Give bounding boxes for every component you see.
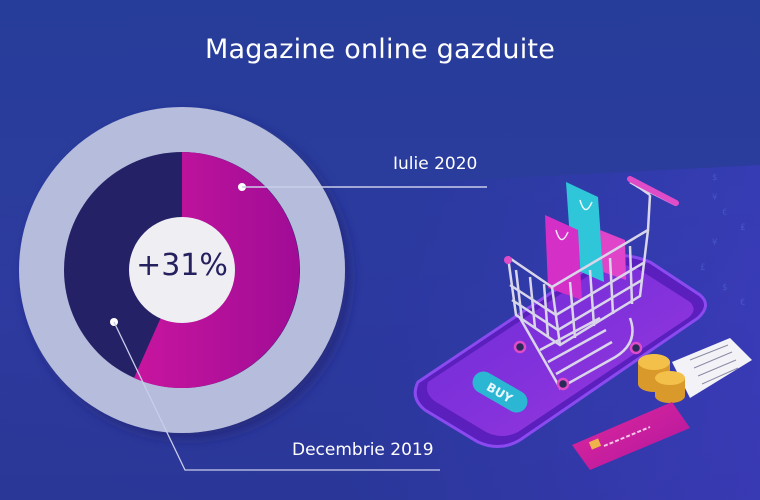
shopping-bag-icon	[545, 215, 582, 300]
label-jul-2020: Iulie 2020	[393, 154, 478, 174]
svg-text:$: $	[712, 173, 717, 183]
leader-line-dec-2019	[113, 321, 440, 471]
code-rain-decoration: $¥€ ₤¥£ $€¥	[700, 173, 745, 313]
page-title: Magazine online gazduite	[204, 34, 556, 65]
receipt-icon	[672, 338, 752, 398]
label-dec-2019: Decembrie 2019	[292, 440, 434, 460]
leader-lines	[110, 183, 487, 471]
coins-icon	[638, 354, 685, 403]
svg-text:£: £	[700, 263, 705, 273]
credit-card-icon	[572, 402, 690, 470]
svg-text:₤: ₤	[740, 223, 745, 233]
svg-text:€: €	[722, 208, 727, 218]
donut-chart	[19, 107, 345, 433]
svg-text:€: €	[740, 298, 745, 308]
center-circle	[129, 217, 235, 323]
svg-text:¥: ¥	[712, 238, 718, 248]
svg-text:¥: ¥	[712, 193, 718, 203]
growth-percentage: +31%	[136, 248, 228, 283]
shopping-cart-icon	[504, 176, 679, 391]
svg-text:$: $	[722, 283, 727, 293]
